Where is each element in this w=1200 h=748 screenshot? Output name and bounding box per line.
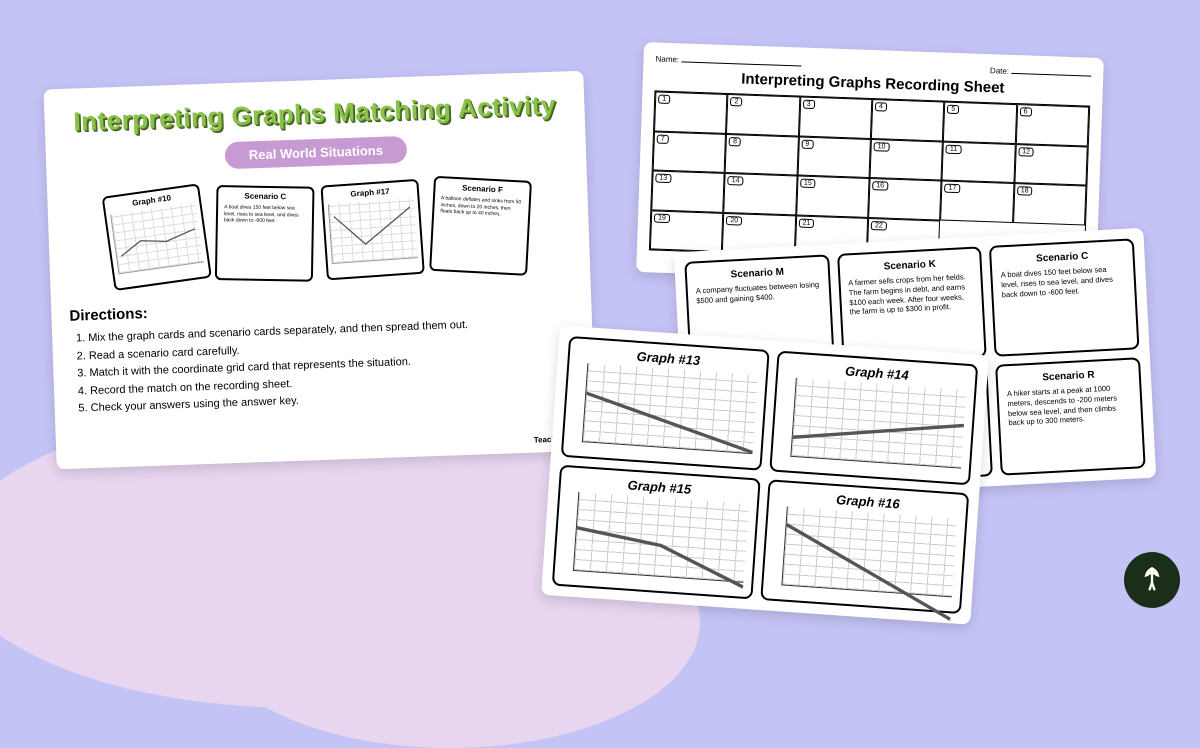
graph-area xyxy=(573,492,749,582)
scenario-card: Scenario RA hiker starts at a peak at 10… xyxy=(995,357,1145,475)
cell-number: 20 xyxy=(726,216,742,226)
recording-cell: 5 xyxy=(943,102,1017,144)
cell-number: 3 xyxy=(803,100,815,109)
cell-number: 16 xyxy=(872,181,888,191)
cell-number: 8 xyxy=(729,137,741,146)
recording-cell: 2 xyxy=(726,94,800,136)
cell-number: 1 xyxy=(658,95,670,104)
mini-card-scenario-f: Scenario F A balloon deflates and sinks … xyxy=(429,176,532,276)
recording-cell: 7 xyxy=(653,131,727,173)
scenario-title: Scenario M xyxy=(695,265,820,283)
recording-cell: 8 xyxy=(725,133,799,175)
mini-card-scenario-c: Scenario C A boat dives 150 feet below s… xyxy=(215,185,315,282)
recording-cell: 10 xyxy=(870,139,944,181)
scenario-title: Scenario C xyxy=(1000,249,1125,267)
mini-grid xyxy=(110,203,204,274)
cell-number: 13 xyxy=(655,174,671,184)
cell-number: 9 xyxy=(801,139,813,148)
cell-number: 7 xyxy=(657,134,669,143)
cell-number: 15 xyxy=(800,179,816,189)
cell-number: 12 xyxy=(1018,147,1034,157)
graph-area xyxy=(781,507,957,597)
recording-cell: 4 xyxy=(871,99,945,141)
recording-cell: 1 xyxy=(654,91,728,133)
graph-area xyxy=(790,378,966,468)
recording-cell: 9 xyxy=(797,136,871,178)
mini-card-graph17: Graph #17 xyxy=(320,179,424,281)
scenario-card: Scenario CA boat dives 150 feet below se… xyxy=(989,238,1139,356)
cell-number: 6 xyxy=(1019,107,1031,116)
scenario-title: Scenario K xyxy=(847,257,972,275)
scenario-text: A company fluctuates between losing $500… xyxy=(696,280,822,306)
graph-card: Graph #14 xyxy=(769,351,978,486)
recording-cell: 14 xyxy=(724,173,798,215)
scenario-title: Scenario R xyxy=(1006,368,1131,386)
recording-cell: 15 xyxy=(796,175,870,217)
main-instruction-sheet: Interpreting Graphs Matching Activity Re… xyxy=(44,71,597,470)
brand-logo[interactable] xyxy=(1124,552,1180,608)
subtitle-pill: Real World Situations xyxy=(224,136,407,169)
graph-area xyxy=(582,363,758,453)
scenario-text: A hiker starts at a peak at 1000 meters,… xyxy=(1007,383,1134,428)
recording-cell: 17 xyxy=(940,181,1014,223)
recording-cell: 13 xyxy=(651,170,725,212)
mini-cards-row: Graph #10 Scenario C A boat dives 150 fe… xyxy=(65,175,572,288)
scenario-text: A boat dives 150 feet below sea level, r… xyxy=(1000,264,1126,300)
cell-number: 11 xyxy=(946,144,962,154)
cell-number: 14 xyxy=(728,176,744,186)
recording-cell: 16 xyxy=(868,178,942,220)
recording-cell: 19 xyxy=(650,210,724,252)
cell-number: 4 xyxy=(875,102,887,111)
cell-number: 17 xyxy=(944,184,960,194)
scenario-text: A farmer sells crops from her fields. Th… xyxy=(848,272,975,317)
mini-card-graph10: Graph #10 xyxy=(102,183,212,291)
recording-cell: 6 xyxy=(1015,104,1089,146)
cell-number: 19 xyxy=(654,213,670,223)
directions-list: Mix the graph cards and scenario cards s… xyxy=(70,313,577,419)
graph-sheet: Graph #13Graph #14Graph #15Graph #16 xyxy=(541,325,989,624)
cell-number: 10 xyxy=(874,142,890,152)
mini-grid xyxy=(328,198,418,264)
cell-number: 5 xyxy=(947,105,959,114)
logo-icon xyxy=(1138,566,1166,594)
recording-cell: 11 xyxy=(942,141,1016,183)
graph-card: Graph #13 xyxy=(561,336,770,471)
recording-cell: 3 xyxy=(799,97,873,139)
main-title: Interpreting Graphs Matching Activity xyxy=(62,89,567,138)
cell-number: 2 xyxy=(730,97,742,106)
recording-cell: 12 xyxy=(1014,144,1088,186)
cell-number: 22 xyxy=(871,221,887,231)
recording-cell: 18 xyxy=(1013,183,1087,225)
cell-number: 21 xyxy=(798,218,814,228)
graph-grid: Graph #13Graph #14Graph #15Graph #16 xyxy=(552,336,978,614)
cell-number: 18 xyxy=(1017,186,1033,196)
